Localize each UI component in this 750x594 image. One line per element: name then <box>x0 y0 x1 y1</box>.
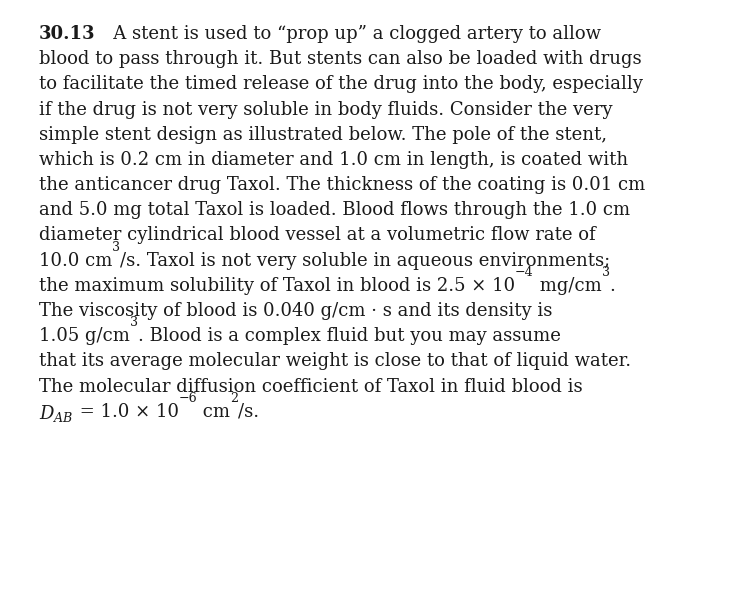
Text: .: . <box>610 277 616 295</box>
Text: diameter cylindrical blood vessel at a volumetric flow rate of: diameter cylindrical blood vessel at a v… <box>39 226 596 245</box>
Text: −4: −4 <box>515 266 534 279</box>
Text: . Blood is a complex fluid but you may assume: . Blood is a complex fluid but you may a… <box>138 327 561 345</box>
Text: The molecular diffusion coefficient of Taxol in fluid blood is: The molecular diffusion coefficient of T… <box>39 378 583 396</box>
Text: 3: 3 <box>602 266 610 279</box>
Text: 3: 3 <box>112 241 121 254</box>
Text: the maximum solubility of Taxol in blood is 2.5 × 10: the maximum solubility of Taxol in blood… <box>39 277 515 295</box>
Text: 30.13: 30.13 <box>39 25 95 43</box>
Text: cm: cm <box>197 403 230 421</box>
Text: blood to pass through it. But stents can also be loaded with drugs: blood to pass through it. But stents can… <box>39 50 641 68</box>
Text: /s.: /s. <box>238 403 260 421</box>
Text: /s. Taxol is not very soluble in aqueous environments;: /s. Taxol is not very soluble in aqueous… <box>121 252 610 270</box>
Text: the anticancer drug Taxol. The thickness of the coating is 0.01 cm: the anticancer drug Taxol. The thickness… <box>39 176 645 194</box>
Text: 3: 3 <box>130 317 138 330</box>
Text: −6: −6 <box>178 392 197 405</box>
Text: which is 0.2 cm in diameter and 1.0 cm in length, is coated with: which is 0.2 cm in diameter and 1.0 cm i… <box>39 151 628 169</box>
Text: to facilitate the timed release of the drug into the body, especially: to facilitate the timed release of the d… <box>39 75 643 93</box>
Text: 1.05 g/cm: 1.05 g/cm <box>39 327 130 345</box>
Text: simple stent design as illustrated below. The pole of the stent,: simple stent design as illustrated below… <box>39 126 607 144</box>
Text: 2: 2 <box>230 392 238 405</box>
Text: mg/cm: mg/cm <box>534 277 602 295</box>
Text: and 5.0 mg total Taxol is loaded. Blood flows through the 1.0 cm: and 5.0 mg total Taxol is loaded. Blood … <box>39 201 630 219</box>
Text: $D_{AB}$: $D_{AB}$ <box>39 403 74 424</box>
Text: 10.0 cm: 10.0 cm <box>39 252 112 270</box>
Text: if the drug is not very soluble in body fluids. Consider the very: if the drug is not very soluble in body … <box>39 100 613 119</box>
Text: A stent is used to “prop up” a clogged artery to allow: A stent is used to “prop up” a clogged a… <box>95 25 601 43</box>
Text: that its average molecular weight is close to that of liquid water.: that its average molecular weight is clo… <box>39 352 632 371</box>
Text: The viscosity of blood is 0.040 g/cm · s and its density is: The viscosity of blood is 0.040 g/cm · s… <box>39 302 552 320</box>
Text: = 1.0 × 10: = 1.0 × 10 <box>74 403 178 421</box>
